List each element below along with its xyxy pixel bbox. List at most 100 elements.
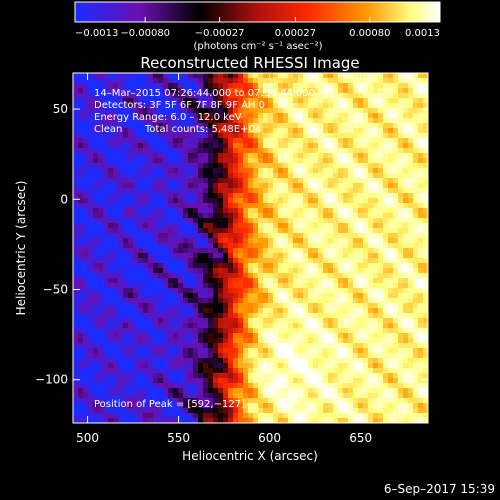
heatmap-cell <box>348 218 354 224</box>
heatmap-cell <box>208 353 214 359</box>
heatmap-cell <box>423 178 428 184</box>
heatmap-cell <box>208 213 214 219</box>
heatmap-cell <box>113 188 119 194</box>
heatmap-cell <box>253 388 259 394</box>
heatmap-cell <box>263 103 269 109</box>
heatmap-cell <box>418 293 424 299</box>
heatmap-cell <box>338 248 344 254</box>
heatmap-cell <box>273 308 279 314</box>
heatmap-cell <box>93 233 99 239</box>
heatmap-cell <box>383 368 389 374</box>
heatmap-cell <box>148 153 154 159</box>
heatmap-cell <box>243 383 249 389</box>
heatmap-cell <box>363 208 369 214</box>
heatmap-cell <box>248 283 254 289</box>
heatmap-cell <box>388 193 394 199</box>
heatmap-cell <box>313 163 319 169</box>
heatmap-cell <box>158 258 164 264</box>
heatmap-cell <box>398 338 404 344</box>
heatmap-cell <box>333 83 339 89</box>
heatmap-cell <box>378 223 384 229</box>
heatmap-cell <box>168 183 174 189</box>
heatmap-cell <box>293 103 299 109</box>
heatmap-cell <box>233 368 239 374</box>
heatmap-cell <box>388 303 394 309</box>
heatmap-cell <box>158 313 164 319</box>
heatmap-cell <box>313 323 319 329</box>
heatmap-cell <box>218 388 224 394</box>
heatmap-cell <box>373 363 379 369</box>
heatmap-cell <box>98 358 104 364</box>
heatmap-cell <box>123 283 129 289</box>
heatmap-cell <box>378 393 384 399</box>
heatmap-cell <box>178 398 184 404</box>
heatmap-cell <box>388 138 394 144</box>
heatmap-cell <box>368 223 374 229</box>
heatmap-cell <box>423 338 428 344</box>
heatmap-cell <box>273 128 279 134</box>
heatmap-cell <box>373 418 379 423</box>
heatmap-cell <box>213 153 219 159</box>
heatmap-cell <box>318 283 324 289</box>
heatmap-cell <box>353 118 359 124</box>
heatmap-cell <box>398 373 404 379</box>
heatmap-cell <box>403 168 409 174</box>
heatmap-cell <box>223 338 229 344</box>
heatmap-cell <box>388 73 394 79</box>
heatmap-cell <box>258 343 264 349</box>
heatmap-cell <box>333 223 339 229</box>
heatmap-cell <box>353 413 359 419</box>
heatmap-cell <box>178 418 184 423</box>
heatmap-cell <box>333 278 339 284</box>
heatmap-cell <box>398 378 404 384</box>
heatmap-cell <box>193 103 199 109</box>
heatmap-cell <box>363 98 369 104</box>
heatmap-cell <box>243 318 249 324</box>
heatmap-cell <box>173 328 179 334</box>
heatmap-cell <box>218 338 224 344</box>
heatmap-cell <box>408 323 414 329</box>
heatmap-cell <box>293 323 299 329</box>
heatmap-cell <box>318 163 324 169</box>
heatmap-cell <box>88 223 94 229</box>
heatmap-cell <box>208 248 214 254</box>
heatmap-cell <box>243 398 249 404</box>
heatmap-cell <box>363 413 369 419</box>
heatmap-cell <box>218 188 224 194</box>
heatmap-cell <box>143 128 149 134</box>
heatmap-cell <box>168 233 174 239</box>
heatmap-cell <box>293 348 299 354</box>
heatmap-cell <box>183 368 189 374</box>
heatmap-cell <box>308 328 314 334</box>
heatmap-cell <box>283 393 289 399</box>
heatmap-cell <box>138 88 144 94</box>
heatmap-cell <box>398 98 404 104</box>
heatmap-cell <box>358 358 364 364</box>
heatmap-cell <box>328 158 334 164</box>
heatmap-cell <box>88 333 94 339</box>
heatmap-cell <box>338 173 344 179</box>
heatmap-cell <box>243 268 249 274</box>
heatmap-cell <box>198 248 204 254</box>
heatmap-cell <box>148 353 154 359</box>
heatmap-cell <box>223 328 229 334</box>
heatmap-cell <box>258 113 264 119</box>
heatmap-cell <box>163 243 169 249</box>
heatmap-cell <box>323 98 329 104</box>
heatmap-cell <box>213 253 219 259</box>
heatmap-cell <box>208 303 214 309</box>
heatmap-cell <box>353 188 359 194</box>
heatmap-cell <box>183 208 189 214</box>
heatmap-cell <box>368 343 374 349</box>
heatmap-cell <box>183 308 189 314</box>
heatmap-cell <box>203 238 209 244</box>
heatmap-cell <box>298 293 304 299</box>
heatmap-cell <box>293 313 299 319</box>
heatmap-cell <box>143 173 149 179</box>
heatmap-cell <box>338 343 344 349</box>
heatmap-cell <box>158 363 164 369</box>
heatmap-cell <box>353 348 359 354</box>
heatmap-cell <box>93 298 99 304</box>
heatmap-cell <box>233 158 239 164</box>
heatmap-cell <box>293 253 299 259</box>
